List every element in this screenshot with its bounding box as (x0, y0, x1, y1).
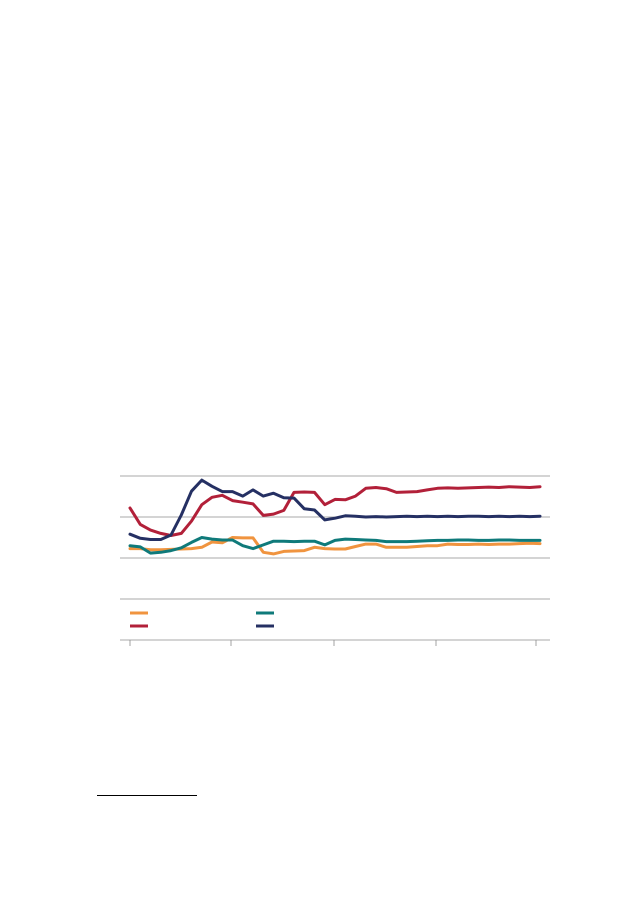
series-line-3 (128, 485, 542, 537)
footnote-rule (97, 795, 197, 796)
gridlines (120, 475, 550, 600)
series-line-4 (128, 478, 542, 541)
x-axis (120, 639, 550, 646)
series-lines (128, 478, 542, 556)
series-line-1 (128, 536, 542, 556)
series-line-2 (128, 536, 542, 555)
legend (130, 611, 274, 628)
